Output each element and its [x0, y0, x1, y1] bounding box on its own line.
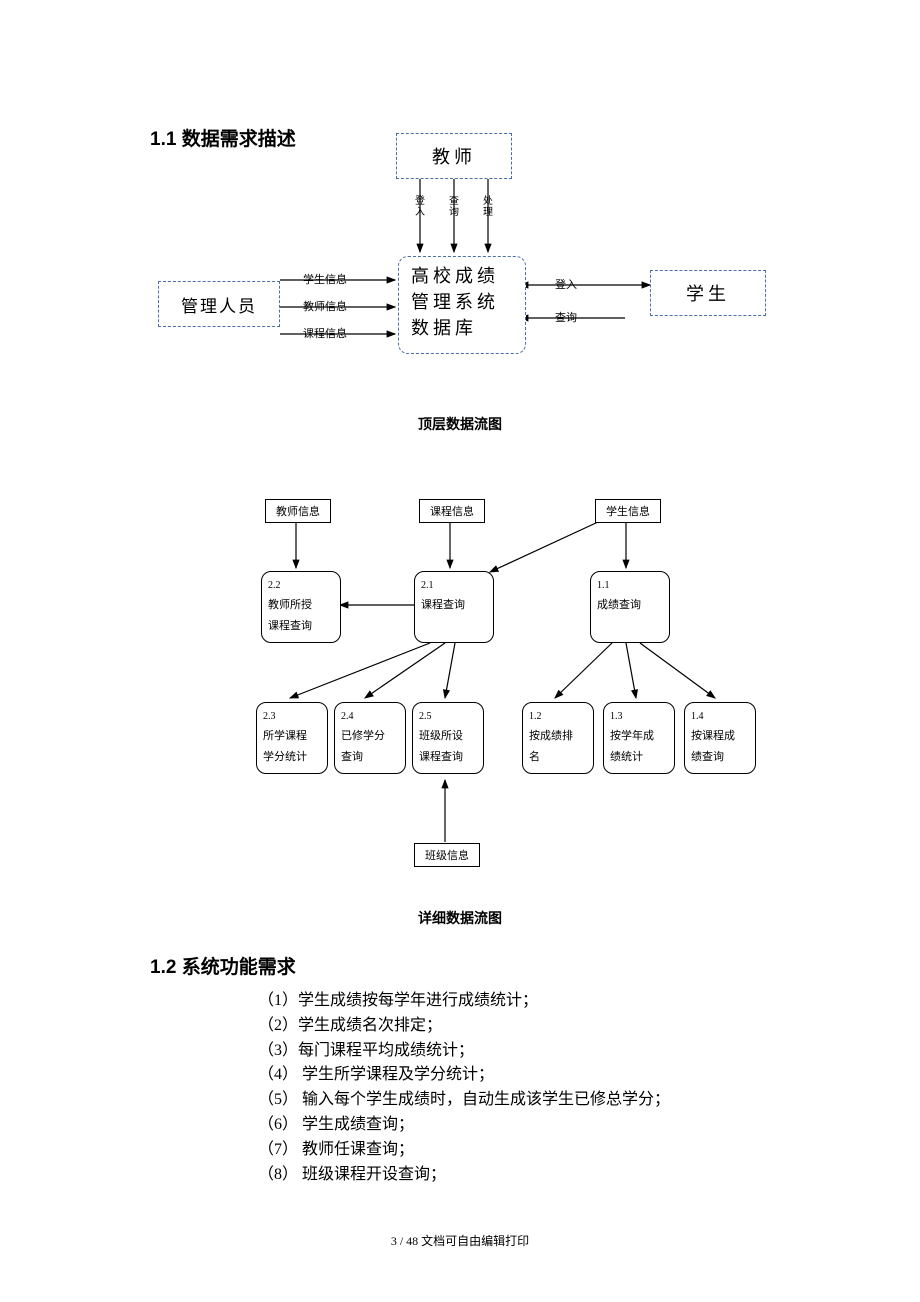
system-line3: 数据库 — [411, 318, 477, 338]
system-line2: 管理系统 — [411, 292, 499, 312]
system-line1: 高校成绩 — [411, 266, 499, 286]
proc-2-3-num: 2.3 — [263, 707, 321, 726]
src-teacher-info: 教师信息 — [265, 499, 331, 523]
entity-admin: 管理人员 — [158, 281, 280, 327]
proc-1-1: 1.1 成绩查询 — [590, 571, 670, 643]
flow-login-right: 登入 — [555, 276, 577, 292]
src-student-info: 学生信息 — [595, 499, 661, 523]
proc-1-2-l2: 名 — [529, 751, 540, 763]
proc-2-1-l1: 课程查询 — [421, 599, 465, 611]
proc-1-4: 1.4 按课程成 绩查询 — [684, 702, 756, 774]
proc-1-4-l1: 按课程成 — [691, 730, 735, 742]
entity-system-text: 高校成绩 管理系统 数据库 — [407, 263, 499, 341]
req-1: （1）学生成绩按每学年进行成绩统计； — [258, 989, 670, 1014]
proc-2-4-l1: 已修学分 — [341, 730, 385, 742]
req-4: （4） 学生所学课程及学分统计； — [258, 1063, 670, 1088]
proc-1-3-l2: 绩统计 — [610, 751, 643, 763]
proc-2-3-l2: 学分统计 — [263, 751, 307, 763]
page: 1.1 数据需求描述 教师 登入 查询 处理 管理人员 学生信息 教师信息 课程… — [0, 0, 920, 1302]
req-5: （5） 输入每个学生成绩时，自动生成该学生已修总学分； — [258, 1088, 670, 1113]
proc-1-2-l1: 按成绩排 — [529, 730, 573, 742]
page-footer: 3 / 48 文档可自由编辑打印 — [0, 1232, 920, 1249]
proc-2-5-l1: 班级所设 — [419, 730, 463, 742]
entity-system: 高校成绩 管理系统 数据库 — [398, 256, 526, 354]
caption-dfd-detail: 详细数据流图 — [0, 908, 920, 928]
proc-1-4-num: 1.4 — [691, 707, 749, 726]
proc-2-4-num: 2.4 — [341, 707, 399, 726]
proc-1-3: 1.3 按学年成 绩统计 — [603, 702, 675, 774]
proc-1-4-l2: 绩查询 — [691, 751, 724, 763]
flow-student-info: 学生信息 — [303, 271, 347, 287]
entity-teacher: 教师 — [396, 133, 512, 179]
proc-2-5-num: 2.5 — [419, 707, 477, 726]
heading-1-1: 1.1 数据需求描述 — [150, 124, 296, 151]
dfd-top-arrows — [0, 0, 920, 470]
proc-2-2-l1: 教师所授 — [268, 599, 312, 611]
proc-2-1-num: 2.1 — [421, 576, 487, 595]
req-7: （7） 教师任课查询； — [258, 1138, 670, 1163]
proc-1-1-l1: 成绩查询 — [597, 599, 641, 611]
flow-query-top: 查询 — [447, 196, 461, 218]
proc-2-4-l2: 查询 — [341, 751, 363, 763]
flow-process-top: 处理 — [481, 196, 495, 218]
flow-login-top: 登入 — [413, 196, 427, 218]
req-8: （8） 班级课程开设查询； — [258, 1163, 670, 1188]
proc-2-3: 2.3 所学课程 学分统计 — [256, 702, 328, 774]
proc-1-2-num: 1.2 — [529, 707, 587, 726]
flow-query-right: 查询 — [555, 309, 577, 325]
proc-2-4: 2.4 已修学分 查询 — [334, 702, 406, 774]
proc-1-3-l1: 按学年成 — [610, 730, 654, 742]
proc-2-2-l2: 课程查询 — [268, 620, 312, 632]
proc-2-3-l1: 所学课程 — [263, 730, 307, 742]
heading-1-2: 1.2 系统功能需求 — [150, 952, 296, 979]
src-course-info: 课程信息 — [419, 499, 485, 523]
proc-1-2: 1.2 按成绩排 名 — [522, 702, 594, 774]
entity-student: 学生 — [650, 270, 766, 316]
req-6: （6） 学生成绩查询； — [258, 1113, 670, 1138]
proc-2-1: 2.1 课程查询 — [414, 571, 494, 643]
proc-2-2-num: 2.2 — [268, 576, 334, 595]
proc-2-2: 2.2 教师所授 课程查询 — [261, 571, 341, 643]
proc-1-1-num: 1.1 — [597, 576, 663, 595]
flow-teacher-info: 教师信息 — [303, 298, 347, 314]
req-2: （2）学生成绩名次排定； — [258, 1014, 670, 1039]
caption-dfd-top: 顶层数据流图 — [0, 414, 920, 434]
proc-2-5-l2: 课程查询 — [419, 751, 463, 763]
src-class-info: 班级信息 — [414, 843, 480, 867]
proc-1-3-num: 1.3 — [610, 707, 668, 726]
requirements-list: （1）学生成绩按每学年进行成绩统计； （2）学生成绩名次排定； （3）每门课程平… — [258, 989, 670, 1187]
flow-course-info: 课程信息 — [303, 325, 347, 341]
proc-2-5: 2.5 班级所设 课程查询 — [412, 702, 484, 774]
req-3: （3）每门课程平均成绩统计； — [258, 1039, 670, 1064]
